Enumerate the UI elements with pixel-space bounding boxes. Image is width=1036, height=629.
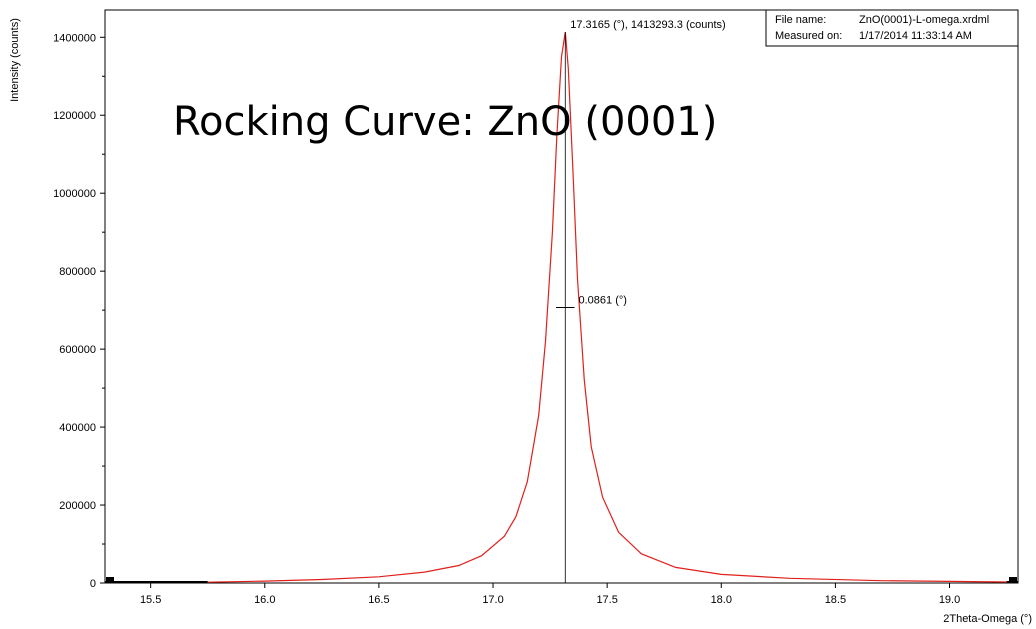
x-tick-label: 18.5 [825,594,846,606]
file-info-box: File name: ZnO(0001)-L-omega.xrdml Measu… [765,9,1019,47]
scan-end-marker [1009,577,1017,583]
file-name-label: File name: [775,14,826,26]
scan-start-marker [106,577,114,583]
x-tick-label: 18.0 [711,594,732,606]
series-line [207,32,1007,583]
x-tick-label: 16.0 [254,594,275,606]
measured-on-label: Measured on: [775,30,842,42]
x-axis-ticks: 15.5 16.0 16.5 17.0 17.5 18.0 18.5 19.0 [140,583,960,606]
y-tick-label: 200000 [59,500,96,512]
file-name-value: ZnO(0001)-L-omega.xrdml [859,14,989,26]
annotations-layer: 17.3165 (°), 1413293.3 (counts) 0.0861 (°… [556,19,726,583]
overlay-title: Rocking Curve: ZnO (0001) [173,99,717,145]
peak-label: 17.3165 (°), 1413293.3 (counts) [570,19,725,31]
x-tick-label: 17.0 [482,594,503,606]
x-tick-label: 15.5 [140,594,161,606]
y-tick-label: 800000 [59,266,96,278]
info-box-frame [765,9,1019,47]
plot-frame [104,9,1019,584]
y-tick-label: 1200000 [53,110,96,122]
y-tick-label: 1400000 [53,32,96,44]
y-tick-label: 600000 [59,344,96,356]
measured-on-value: 1/17/2014 11:33:14 AM [859,30,972,42]
y-axis-label: Intensity (counts) [9,18,21,102]
fwhm-label: 0.0861 (°) [579,295,627,307]
x-tick-label: 17.5 [596,594,617,606]
x-axis-label: 2Theta-Omega (°) [943,613,1032,625]
y-tick-label: 0 [90,578,96,590]
y-tick-label: 1000000 [53,188,96,200]
x-tick-label: 16.5 [368,594,389,606]
series-layer [105,32,1018,583]
x-tick-label: 19.0 [939,594,960,606]
y-axis-ticks: 0 200000 400000 600000 800000 1000000 1200000 1… [53,32,105,590]
y-tick-label: 400000 [59,422,96,434]
